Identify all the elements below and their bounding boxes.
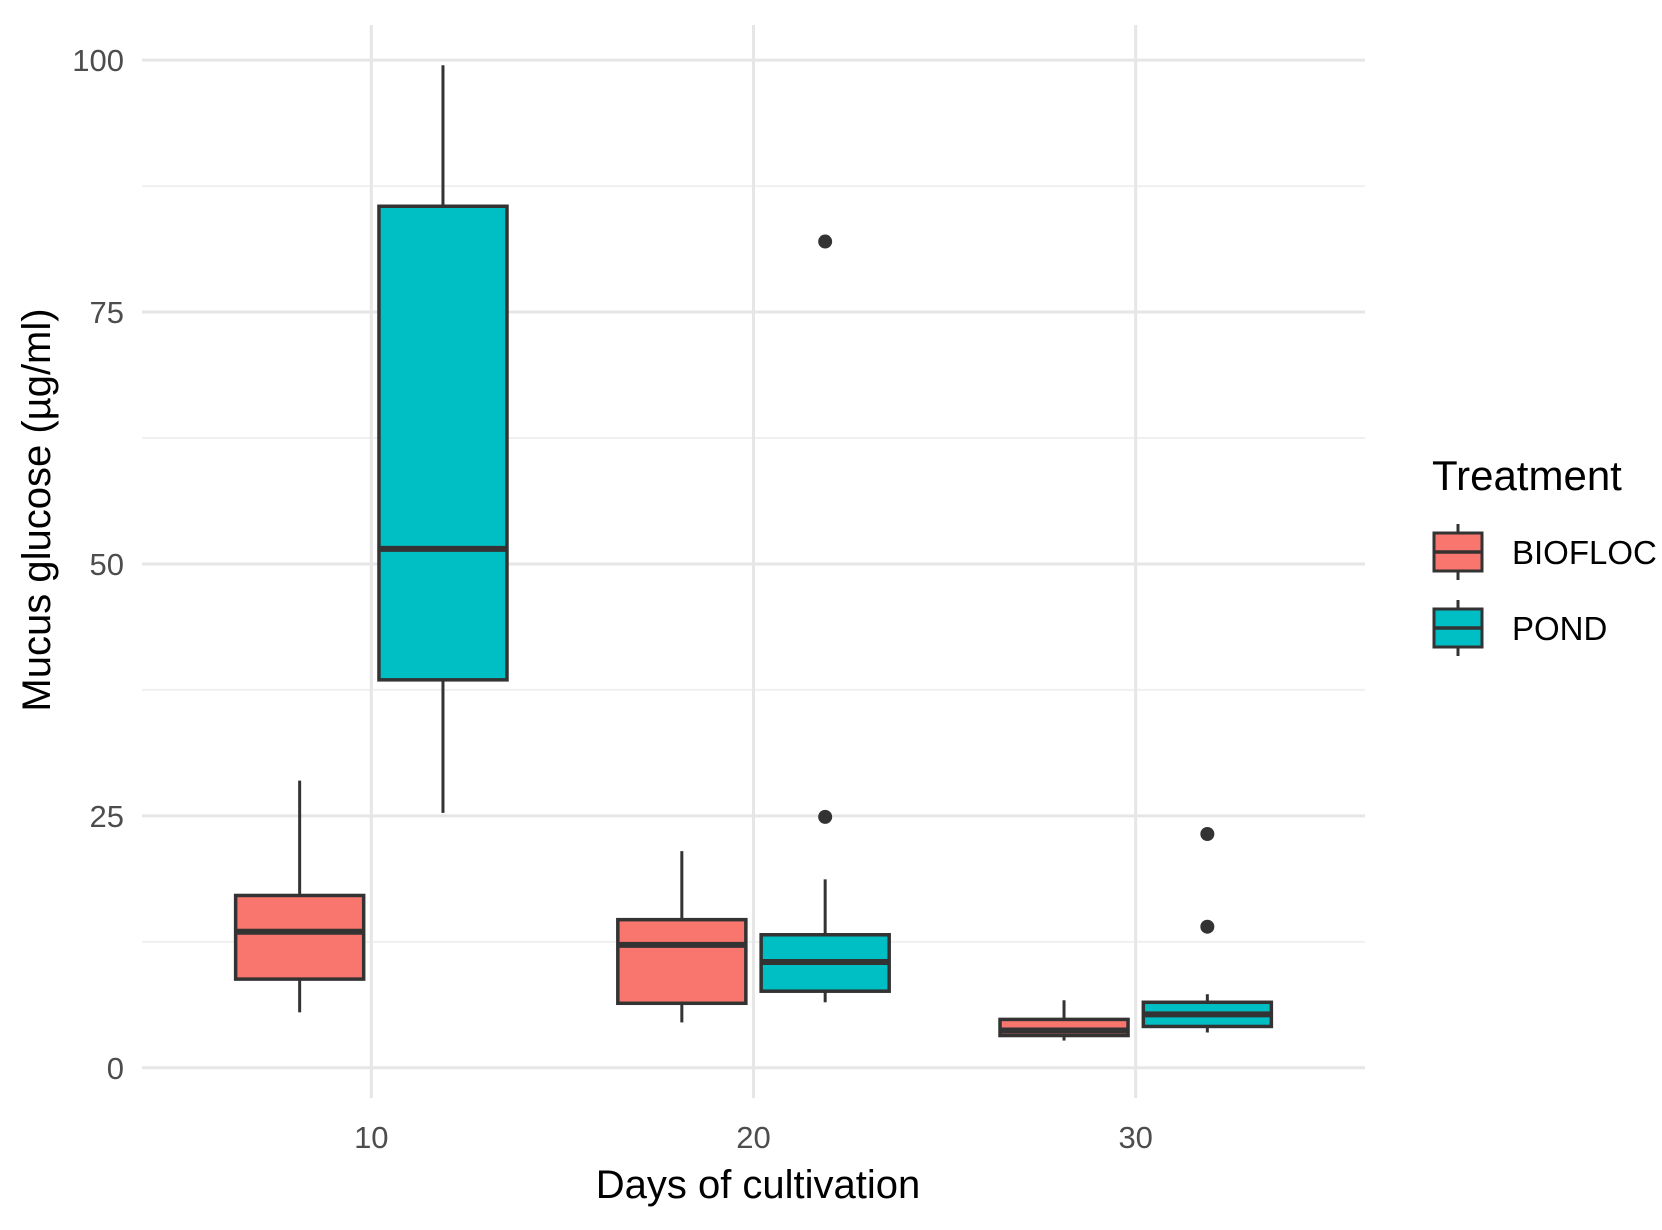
x-tick-label: 30 bbox=[1118, 1120, 1152, 1155]
x-axis-title: Days of cultivation bbox=[596, 1163, 921, 1207]
box-series bbox=[233, 65, 1274, 1041]
legend-label: BIOFLOC bbox=[1512, 534, 1657, 571]
box-pond-10 bbox=[377, 65, 509, 813]
y-tick-label: 25 bbox=[90, 799, 124, 834]
box-body bbox=[377, 204, 509, 682]
legend-label: POND bbox=[1512, 610, 1607, 647]
y-tick-label: 50 bbox=[90, 547, 124, 582]
series-biofloc bbox=[233, 780, 1130, 1041]
box-body bbox=[616, 917, 748, 1006]
axis-ticks: 0 25 50 75 100 10 20 30 bbox=[72, 43, 1153, 1155]
outlier-point bbox=[818, 234, 833, 249]
y-tick-label: 75 bbox=[90, 295, 124, 330]
box-biofloc-20 bbox=[616, 851, 748, 1023]
x-tick-label: 20 bbox=[736, 1120, 770, 1155]
outlier-point bbox=[818, 809, 833, 824]
outlier-point bbox=[1200, 919, 1215, 934]
box-biofloc-10 bbox=[233, 780, 366, 1013]
series-pond bbox=[377, 65, 1274, 1033]
legend: Treatment BIOFLOC POND bbox=[1432, 452, 1657, 656]
box-body bbox=[233, 893, 366, 981]
y-tick-label: 0 bbox=[107, 1051, 124, 1086]
outlier-point bbox=[1200, 827, 1215, 842]
y-axis-title: Mucus glucose (µg/ml) bbox=[15, 308, 59, 711]
y-tick-label: 100 bbox=[72, 43, 124, 78]
grid-lines bbox=[142, 25, 1365, 1098]
x-tick-label: 10 bbox=[354, 1120, 388, 1155]
legend-item-biofloc: BIOFLOC bbox=[1432, 524, 1657, 580]
box-biofloc-30 bbox=[998, 1000, 1130, 1041]
legend-item-pond: POND bbox=[1432, 600, 1607, 656]
box-pond-20 bbox=[759, 234, 891, 1003]
box-pond-30 bbox=[1141, 827, 1274, 1033]
legend-title: Treatment bbox=[1432, 452, 1622, 499]
